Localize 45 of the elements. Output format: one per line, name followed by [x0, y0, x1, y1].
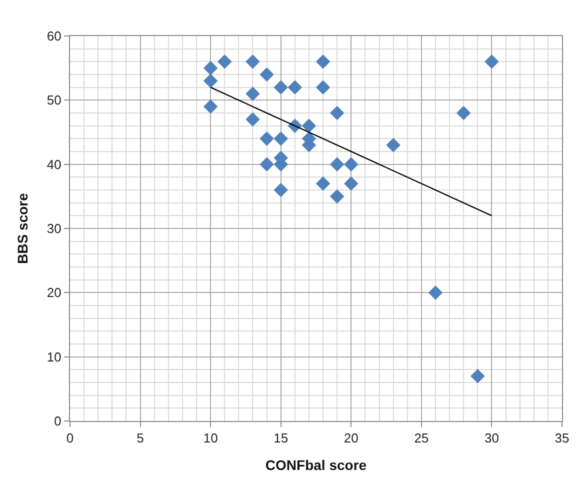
y-tick-label: 60: [46, 28, 62, 44]
x-tick-label: 30: [484, 430, 499, 446]
point: [316, 176, 330, 191]
point: [203, 60, 218, 76]
point: [217, 54, 232, 69]
point: [484, 54, 499, 69]
y-tick-label: 0: [54, 414, 62, 429]
x-tick-label: 5: [136, 430, 144, 446]
point: [260, 157, 274, 172]
y-axis-title: BBS score: [14, 192, 31, 264]
y-tick-label: 50: [46, 92, 62, 108]
point: [302, 118, 316, 133]
x-tick-label: 20: [344, 430, 358, 446]
point: [316, 80, 330, 94]
point: [260, 67, 274, 82]
x-tick-label: 0: [66, 430, 74, 446]
y-tick-label: 40: [46, 156, 62, 172]
x-tick-label: 35: [554, 430, 570, 446]
x-tick-label: 10: [203, 430, 218, 446]
y-tick-label: 30: [46, 221, 62, 236]
point: [274, 182, 288, 198]
point: [386, 138, 400, 152]
point: [288, 80, 302, 94]
x-tick-label: 25: [414, 430, 429, 446]
y-tick-label: 10: [46, 349, 62, 364]
x-tick-label: 15: [274, 430, 288, 446]
point: [330, 106, 344, 120]
point: [246, 86, 260, 101]
point: [330, 157, 344, 172]
point: [203, 99, 218, 114]
point: [203, 74, 218, 88]
point: [456, 106, 471, 120]
y-tick-label: 20: [46, 285, 62, 300]
point: [316, 54, 330, 69]
point: [470, 368, 485, 384]
point: [428, 286, 443, 300]
point: [246, 112, 260, 127]
point: [274, 132, 288, 146]
point: [260, 132, 274, 146]
point: [344, 176, 358, 191]
point: [344, 157, 358, 172]
x-axis-title: CONFbal score: [265, 456, 367, 473]
point: [246, 54, 260, 69]
point: [274, 80, 288, 94]
point: [330, 189, 344, 204]
